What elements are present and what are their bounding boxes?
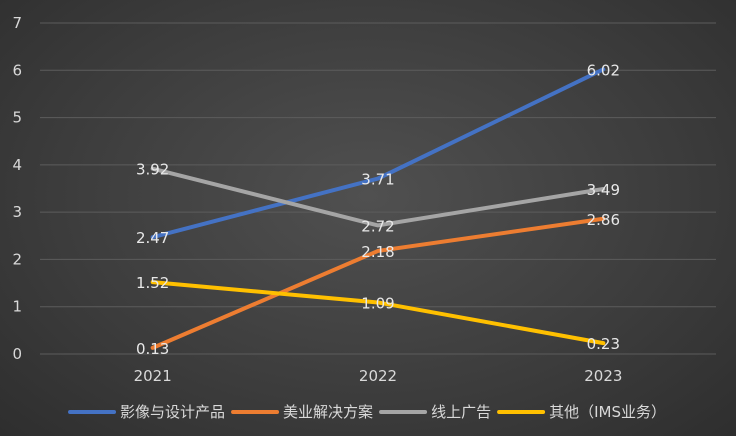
legend-label: 美业解决方案	[283, 403, 373, 421]
legend-label: 影像与设计产品	[120, 403, 225, 421]
series-line-3	[150, 280, 606, 346]
data-label: 2.72	[361, 217, 394, 235]
data-label: 2.18	[361, 243, 394, 261]
y-tick-label: 6	[12, 61, 22, 79]
legend-item: 影像与设计产品	[68, 403, 225, 421]
legend-item: 线上广告	[379, 403, 491, 421]
data-label: 2.47	[136, 229, 169, 247]
y-tick-label: 2	[12, 250, 22, 268]
data-label: 1.09	[361, 294, 394, 312]
x-axis-ticks: 2021 2022 2023	[134, 367, 623, 385]
data-label: 1.52	[136, 274, 169, 292]
y-axis-ticks: 0 1 2 3 4 5 6 7	[12, 14, 22, 363]
data-label: 3.49	[587, 181, 620, 199]
y-tick-label: 5	[12, 109, 22, 127]
data-label: 2.86	[587, 211, 620, 229]
y-tick-label: 7	[12, 14, 22, 32]
legend: 影像与设计产品 美业解决方案 线上广告 其他（IMS业务）	[68, 403, 666, 421]
y-tick-label: 1	[12, 298, 22, 316]
y-tick-label: 0	[12, 345, 22, 363]
data-label: 0.23	[587, 335, 620, 353]
legend-item: 美业解决方案	[231, 403, 373, 421]
series-lines	[150, 67, 606, 350]
grid-lines	[40, 22, 716, 355]
y-tick-label: 4	[12, 156, 22, 174]
data-label: 0.13	[136, 340, 169, 358]
data-label: 3.71	[361, 171, 394, 189]
series-line-1	[150, 216, 606, 350]
y-tick-label: 3	[12, 203, 22, 221]
data-label: 3.92	[136, 161, 169, 179]
legend-label: 其他（IMS业务）	[549, 403, 666, 421]
legend-label: 线上广告	[431, 403, 491, 421]
legend-item: 其他（IMS业务）	[497, 403, 666, 421]
x-tick-label: 2021	[134, 367, 172, 385]
data-labels: 2.47 3.71 6.02 0.13 2.18 2.86 3.92 2.72 3.49 1.52…	[136, 61, 620, 358]
data-label: 6.02	[587, 61, 620, 79]
x-tick-label: 2022	[359, 367, 397, 385]
x-tick-label: 2023	[584, 367, 622, 385]
